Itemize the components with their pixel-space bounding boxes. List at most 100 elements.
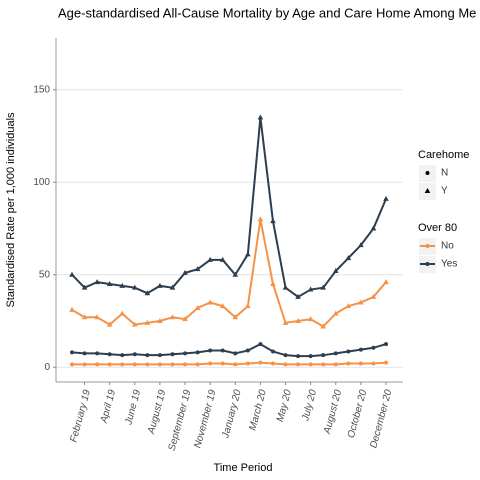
point [383, 279, 389, 285]
x-tick-label: July 20 [300, 388, 319, 423]
point [157, 317, 163, 323]
legend-label: No [441, 241, 454, 252]
y-tick-label: 50 [39, 269, 51, 280]
x-tick-label: August 19 [146, 388, 169, 436]
point [169, 284, 176, 290]
x-tick-label: November 19 [192, 388, 218, 449]
point [345, 255, 352, 261]
point [308, 362, 313, 367]
point [95, 351, 100, 356]
chart-title: Age-standardised All-Cause Mortality by … [58, 5, 476, 20]
series-line [71, 342, 387, 358]
point [295, 317, 301, 323]
point [119, 282, 126, 288]
point [370, 225, 377, 231]
point [157, 362, 162, 367]
point [82, 351, 87, 356]
x-tick-label: December 20 [368, 388, 394, 449]
point [245, 348, 250, 353]
point [144, 319, 151, 325]
point [370, 293, 377, 299]
x-tick-label: February 19 [68, 388, 93, 443]
point [144, 290, 151, 296]
point [95, 362, 100, 367]
y-tick-label: 0 [44, 362, 50, 373]
point [69, 271, 75, 277]
point [307, 286, 314, 292]
point [232, 271, 239, 277]
x-tick-label: October 20 [346, 388, 370, 439]
point [258, 342, 263, 347]
x-tick-label: March 20 [247, 388, 269, 432]
point [308, 354, 313, 359]
point [170, 362, 175, 367]
y-tick-label: 100 [33, 177, 50, 188]
point [346, 349, 351, 354]
point [195, 362, 200, 367]
x-tick-label: May 20 [275, 388, 294, 423]
point [258, 360, 263, 365]
point [333, 351, 338, 356]
point [195, 350, 200, 355]
point [82, 362, 87, 367]
point [170, 352, 175, 357]
point [383, 195, 389, 201]
point [120, 362, 125, 367]
point [358, 347, 363, 352]
x-tick-label: September 19 [167, 388, 194, 452]
point [321, 362, 326, 367]
point [169, 314, 176, 320]
x-tick-label: January 20 [220, 388, 244, 440]
point [232, 314, 239, 320]
point [81, 314, 88, 320]
point [307, 316, 314, 322]
point [183, 351, 188, 356]
legend-label: Y [441, 186, 448, 197]
x-tick-label: August 20 [322, 388, 345, 436]
point [296, 362, 301, 367]
point [106, 321, 113, 327]
point [107, 362, 112, 367]
y-tick-label: 150 [33, 84, 50, 95]
y-axis-title: Standardised Rate per 1,000 individuals [5, 112, 17, 308]
x-tick-label: June 19 [123, 388, 143, 427]
point [346, 361, 351, 366]
point [81, 284, 88, 290]
point [321, 353, 326, 358]
point [119, 310, 126, 316]
point [219, 256, 226, 262]
point [157, 353, 162, 358]
point [132, 321, 138, 327]
point [207, 299, 213, 305]
point [320, 323, 326, 329]
series-line [72, 361, 387, 366]
point [183, 362, 188, 367]
point [257, 216, 264, 222]
point [332, 310, 339, 316]
point [282, 319, 289, 325]
point [295, 293, 301, 299]
legend-marker [425, 244, 430, 248]
point [220, 361, 225, 366]
point [94, 279, 100, 285]
legend-marker [425, 171, 430, 175]
legend-title: Over 80 [418, 222, 457, 234]
point [207, 256, 213, 262]
point [358, 361, 363, 366]
point [194, 266, 201, 272]
point [270, 218, 276, 224]
point [320, 284, 326, 290]
point [270, 361, 275, 366]
point [208, 361, 213, 366]
point [219, 303, 226, 309]
point [145, 362, 150, 367]
point [157, 282, 163, 288]
point [245, 251, 251, 257]
point [233, 362, 238, 367]
legend-marker [424, 188, 431, 193]
point [283, 353, 288, 358]
point [245, 361, 250, 366]
series-line [71, 117, 387, 299]
point [220, 348, 225, 353]
